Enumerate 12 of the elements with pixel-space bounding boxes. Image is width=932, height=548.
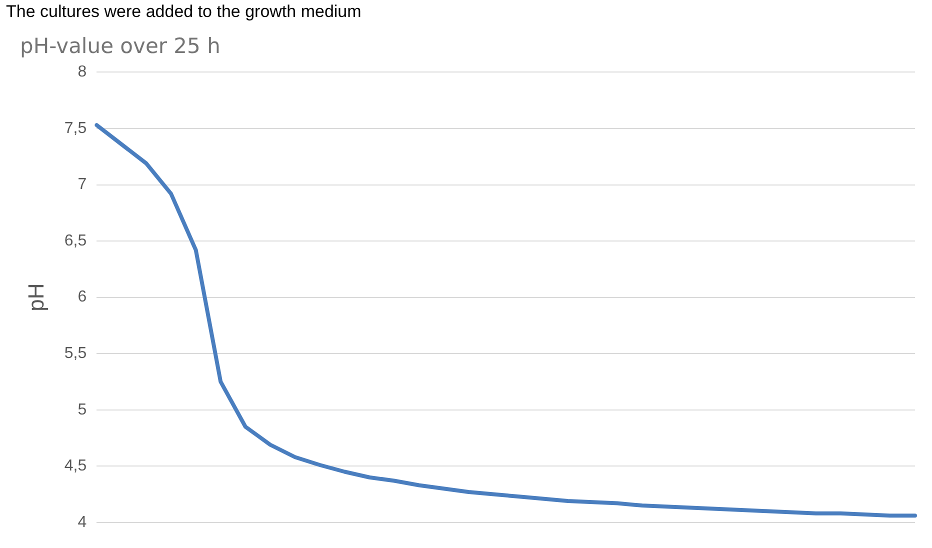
y-tick-label: 8 <box>78 64 87 81</box>
y-tick-label: 4,5 <box>64 458 87 475</box>
y-tick-label: 5 <box>78 401 87 418</box>
y-tick-label: 7 <box>78 176 87 194</box>
y-tick-label: 6 <box>78 288 87 306</box>
y-tick-label: 5,5 <box>64 344 87 362</box>
text: The cultures were added to the growth medium <box>6 2 362 22</box>
y-tick-label: 7,5 <box>64 120 87 137</box>
y-tick-label: 4 <box>78 514 87 531</box>
chart-title: pH-value over 25 h <box>20 34 220 58</box>
y-axis-title: pH <box>23 283 48 312</box>
y-tick-label: 6,5 <box>64 232 87 250</box>
